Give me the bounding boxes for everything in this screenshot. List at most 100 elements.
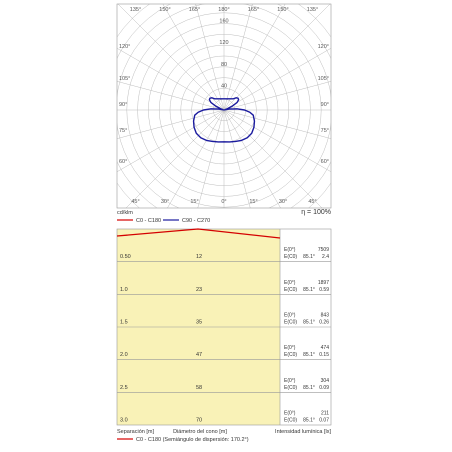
- cone-label-e0: E(0°): [284, 378, 296, 384]
- cone-separacion: 1.5: [120, 320, 128, 326]
- angle-label-bottom: 45°: [131, 199, 139, 205]
- cone-angle: 85.1°: [303, 320, 315, 326]
- legend-entry-c90: C90 - C270: [163, 218, 210, 224]
- cone-e0: 211: [321, 411, 329, 417]
- radial-tick-label: 160: [219, 19, 228, 25]
- cone-e0: 1897: [318, 280, 329, 286]
- angle-label-top: 135°: [130, 7, 141, 13]
- polar-spoke: [117, 4, 225, 111]
- polar-curves: [192, 97, 256, 143]
- cone-separacion: 2.0: [120, 352, 128, 358]
- radial-tick-label: 80: [221, 62, 227, 68]
- cone-legend-label: C0 - C180 (Semiángulo de dispersión: 170…: [136, 437, 249, 443]
- angle-label-top: 165°: [248, 7, 259, 13]
- cone-diametro: 47: [196, 352, 202, 358]
- angle-label-left: 105°: [119, 76, 130, 82]
- polar-spoke: [223, 109, 331, 173]
- polar-spoke: [223, 4, 253, 111]
- curve-series-0: [192, 97, 256, 143]
- polar-spoke: [125, 109, 225, 208]
- angle-label-right: 120°: [318, 44, 329, 50]
- unit-label: cd/klm: [117, 210, 133, 216]
- cone-ec0: 2.4: [322, 254, 329, 260]
- cone-e0: 843: [321, 313, 330, 319]
- cone-label-ec0: E(C0): [284, 352, 297, 358]
- cone-diametro: 12: [196, 254, 202, 260]
- cone-label-e0: E(0°): [284, 345, 296, 351]
- angle-label-bottom: 30°: [161, 199, 169, 205]
- radial-tick-label: 40: [221, 83, 227, 89]
- polar-frame: [116, 3, 332, 209]
- angle-label-bottom: 45°: [308, 199, 316, 205]
- efficiency-label: η = 100%: [301, 209, 331, 216]
- cone-diametro: 58: [196, 385, 202, 391]
- angle-label-bottom: 30°: [279, 199, 287, 205]
- polar-spoke: [223, 4, 286, 111]
- cone-e0: 7509: [318, 247, 329, 253]
- angle-label-bottom: 15°: [190, 199, 198, 205]
- cone-ec0: 0.09: [319, 385, 329, 391]
- polar-labels: 40 80 120 160 135° 150° 165° 180° 165° 150° 135° 45…: [119, 7, 329, 205]
- cone-separacion: 3.0: [120, 418, 128, 424]
- cone-separacion: 1.0: [120, 287, 128, 293]
- cone-label-ec0: E(C0): [284, 320, 297, 326]
- polar-spoke: [223, 109, 323, 208]
- polar-grid: [117, 4, 331, 208]
- cone-angle: 85.1°: [303, 352, 315, 358]
- cone-separacion: 2.5: [120, 385, 128, 391]
- polar-spoke: [223, 81, 331, 111]
- cone-ec0: 0.59: [319, 287, 329, 293]
- cone-label-ec0: E(C0): [284, 385, 297, 391]
- angle-label-left: 120°: [119, 44, 130, 50]
- polar-spoke: [162, 4, 225, 111]
- angle-label-top: 135°: [307, 7, 318, 13]
- polar-spoke: [117, 81, 225, 111]
- cone-diametro: 70: [196, 418, 202, 424]
- cone-label-ec0: E(C0): [284, 254, 297, 260]
- angle-label-right: 90°: [321, 102, 329, 108]
- cone-ec0: 0.15: [319, 352, 329, 358]
- cone-ec0: 0.07: [319, 418, 329, 424]
- angle-label-left: 90°: [119, 102, 127, 108]
- angle-label-top: 150°: [159, 7, 170, 13]
- legend-label-c0: C0 - C180: [136, 218, 161, 224]
- polar-spoke: [223, 109, 281, 208]
- footer-col2: Diámetro del cono [m]: [173, 429, 227, 435]
- cone-label-e0: E(0°): [284, 411, 296, 417]
- angle-label-bottom: 15°: [249, 199, 257, 205]
- cone-angle: 85.1°: [303, 385, 315, 391]
- polar-spoke: [223, 4, 331, 111]
- legend-label-c90: C90 - C270: [182, 218, 210, 224]
- angle-label-top: 180°: [218, 7, 229, 13]
- legend-entry-c0: C0 - C180: [117, 218, 161, 224]
- angle-label-right: 60°: [321, 159, 329, 165]
- cone-label-e0: E(0°): [284, 313, 296, 319]
- polar-spoke: [223, 109, 331, 139]
- cone-e0: 474: [321, 345, 330, 351]
- polar-spoke: [195, 4, 225, 111]
- footer-col3: Intensidad lumínica [lx]: [275, 429, 331, 435]
- cone-diametro: 23: [196, 287, 202, 293]
- angle-label-top: 150°: [277, 7, 288, 13]
- footer-col1: Separación [m]: [117, 429, 154, 435]
- cone-label-ec0: E(C0): [284, 418, 297, 424]
- cone-curve-c0: [116, 228, 281, 239]
- polar-spoke: [117, 109, 225, 139]
- cone-label-ec0: E(C0): [284, 287, 297, 293]
- angle-label-left: 75°: [119, 128, 127, 134]
- angle-label-bottom: 0°: [221, 199, 226, 205]
- polar-spoke: [117, 109, 225, 173]
- angle-label-right: 105°: [318, 76, 329, 82]
- cone-angle: 85.1°: [303, 418, 315, 424]
- angle-label-top: 165°: [189, 7, 200, 13]
- cone-label-e0: E(0°): [284, 247, 296, 253]
- cone-angle: 85.1°: [303, 287, 315, 293]
